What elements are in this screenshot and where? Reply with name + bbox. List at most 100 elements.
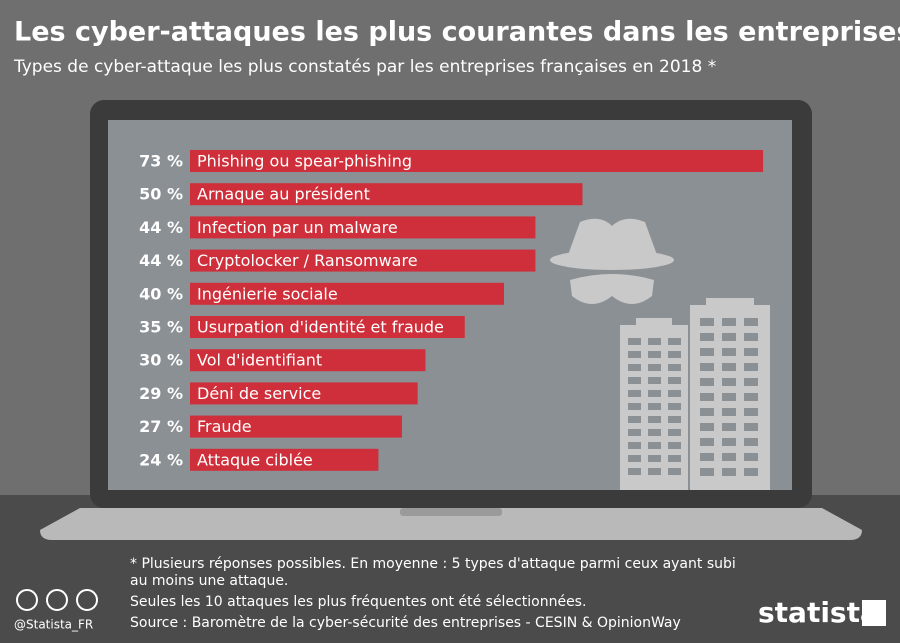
- window: [648, 429, 661, 436]
- window: [668, 442, 681, 449]
- window: [668, 364, 681, 371]
- source: Source : Baromètre de la cyber-sécurité …: [130, 615, 681, 631]
- window: [628, 468, 641, 475]
- window: [668, 416, 681, 423]
- window: [668, 455, 681, 462]
- window: [722, 408, 736, 416]
- window: [628, 338, 641, 345]
- window: [668, 390, 681, 397]
- value-label: 44 %: [139, 251, 183, 270]
- value-label: 30 %: [139, 351, 183, 370]
- window: [722, 453, 736, 461]
- bar: [190, 150, 764, 172]
- credit: @Statista_FR: [14, 618, 93, 632]
- brand: statista: [758, 596, 879, 629]
- window: [648, 416, 661, 423]
- window: [744, 438, 758, 446]
- window: [628, 377, 641, 384]
- window: [648, 403, 661, 410]
- window: [700, 393, 714, 401]
- value-label: 29 %: [139, 384, 183, 403]
- category-label: Phishing ou spear-phishing: [197, 152, 412, 171]
- value-label: 44 %: [139, 218, 183, 237]
- window: [722, 393, 736, 401]
- spy-icon: [550, 218, 674, 304]
- window: [722, 348, 736, 356]
- window: [700, 408, 714, 416]
- window: [700, 453, 714, 461]
- category-label: Infection par un malware: [197, 218, 398, 237]
- window: [700, 468, 714, 476]
- window: [628, 416, 641, 423]
- bar: [190, 183, 583, 206]
- window: [628, 442, 641, 449]
- window: [700, 438, 714, 446]
- window: [722, 378, 736, 386]
- window: [744, 318, 758, 326]
- window: [668, 338, 681, 345]
- window: [648, 390, 661, 397]
- window: [628, 403, 641, 410]
- window: [668, 403, 681, 410]
- windows: [628, 318, 758, 476]
- footnote: Seules les 10 attaques les plus fréquent…: [130, 594, 587, 610]
- window: [744, 333, 758, 341]
- category-label: Arnaque au président: [197, 185, 370, 204]
- category-label: Attaque ciblée: [197, 450, 313, 469]
- window: [722, 423, 736, 431]
- window: [628, 390, 641, 397]
- window: [700, 348, 714, 356]
- value-label: 73 %: [139, 152, 183, 171]
- window: [648, 338, 661, 345]
- category-label: Déni de service: [197, 384, 321, 403]
- window: [722, 318, 736, 326]
- window: [648, 377, 661, 384]
- window: [668, 468, 681, 475]
- window: [648, 364, 661, 371]
- window: [700, 363, 714, 371]
- window: [628, 351, 641, 358]
- value-label: 24 %: [139, 450, 183, 469]
- bar: [190, 382, 418, 405]
- window: [668, 351, 681, 358]
- window: [744, 363, 758, 371]
- window: [744, 378, 758, 386]
- window: [668, 429, 681, 436]
- brand-logo: [862, 600, 886, 626]
- window: [648, 455, 661, 462]
- bar: [190, 282, 504, 305]
- window: [744, 348, 758, 356]
- window: [648, 442, 661, 449]
- window: [744, 453, 758, 461]
- cc-icons: [16, 589, 98, 611]
- window: [722, 363, 736, 371]
- category-label: Usurpation d'identité et fraude: [197, 318, 444, 337]
- bar: [190, 249, 536, 272]
- value-label: 40 %: [139, 284, 183, 303]
- window: [648, 351, 661, 358]
- window: [628, 364, 641, 371]
- window: [744, 468, 758, 476]
- value-label: 35 %: [139, 318, 183, 337]
- window: [700, 318, 714, 326]
- window: [628, 429, 641, 436]
- window: [628, 455, 641, 462]
- window: [700, 333, 714, 341]
- window: [722, 468, 736, 476]
- value-label: 50 %: [139, 185, 183, 204]
- bar: [190, 415, 402, 438]
- chart-subtitle: Types de cyber-attaque les plus constaté…: [13, 57, 716, 77]
- window: [668, 377, 681, 384]
- window: [722, 333, 736, 341]
- bar: [190, 448, 379, 471]
- window: [700, 423, 714, 431]
- window: [744, 423, 758, 431]
- bar: [190, 216, 536, 239]
- bar: [190, 349, 426, 372]
- footnote: * Plusieurs réponses possibles. En moyen…: [130, 556, 736, 589]
- window: [722, 438, 736, 446]
- window: [744, 393, 758, 401]
- category-label: Vol d'identifiant: [197, 351, 322, 370]
